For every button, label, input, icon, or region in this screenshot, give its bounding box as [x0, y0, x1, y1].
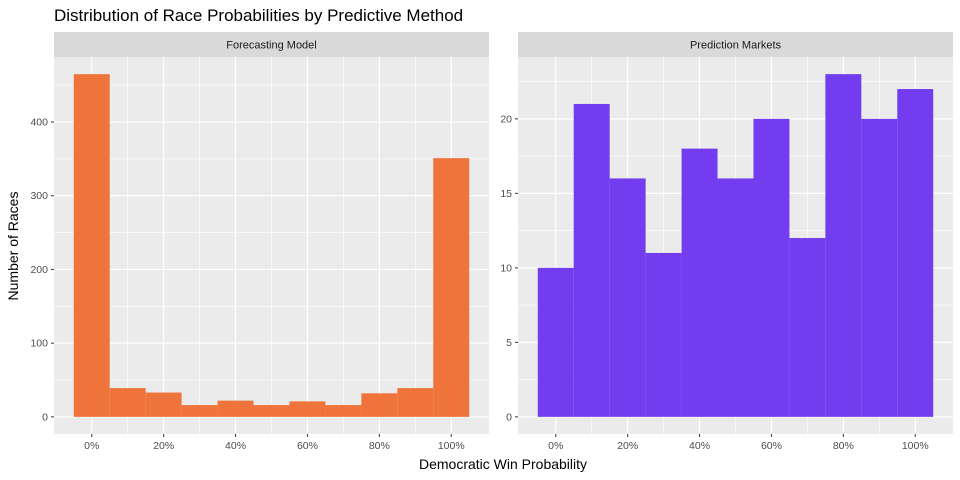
- histogram-bar: [573, 103, 610, 417]
- y-tick-label: 400: [30, 117, 48, 129]
- histogram-bar: [897, 89, 934, 417]
- x-tick-label: 80%: [369, 440, 390, 452]
- y-tick-label: 15: [500, 188, 512, 200]
- histogram-bar: [289, 401, 326, 417]
- x-axis-title: Democratic Win Probability: [419, 456, 587, 472]
- histogram-bar: [73, 74, 110, 417]
- histogram-bar: [861, 118, 898, 417]
- y-tick-label: 300: [30, 190, 48, 202]
- histogram-bar: [217, 400, 254, 417]
- x-tick-label: 0%: [548, 440, 563, 452]
- histogram-bar: [181, 405, 218, 417]
- x-tick-label: 0%: [84, 440, 99, 452]
- facet-panel-1: Forecasting Model 0 100 200 300 400 0% 20% 40% 60…: [30, 32, 489, 452]
- x-tick-label: 40%: [225, 440, 246, 452]
- histogram-bar: [825, 74, 862, 417]
- strip-background: [518, 32, 953, 57]
- histogram-bar: [789, 238, 826, 417]
- strip-background: [54, 32, 489, 57]
- x-tick-label: 80%: [833, 440, 854, 452]
- y-tick-label: 20: [500, 113, 512, 125]
- histogram-bar: [325, 405, 362, 417]
- histogram-bar: [753, 118, 790, 417]
- histogram-bar: [253, 405, 290, 417]
- histogram-bar: [537, 267, 574, 417]
- strip-label: Forecasting Model: [226, 40, 317, 52]
- x-tick-label: 40%: [689, 440, 710, 452]
- y-tick-label: 10: [500, 262, 512, 274]
- x-tick-label: 100%: [902, 440, 929, 452]
- y-axis-title: Number of Races: [5, 192, 21, 301]
- chart-title: Distribution of Race Probabilities by Pr…: [54, 6, 463, 25]
- histogram-bar: [645, 252, 682, 417]
- histogram-bar: [145, 392, 182, 417]
- y-tick-label: 200: [30, 264, 48, 276]
- histogram-bar: [681, 148, 718, 417]
- x-tick-label: 60%: [297, 440, 318, 452]
- histogram-bar: [109, 388, 146, 417]
- y-tick-label: 0: [506, 411, 512, 423]
- histogram-bar: [397, 388, 434, 417]
- x-tick-label: 100%: [438, 440, 465, 452]
- y-tick-label: 5: [506, 337, 512, 349]
- histogram-bar: [433, 158, 470, 417]
- facet-panel-2: Prediction Markets 0 5 10 15 20 0% 20% 40% 60% 80%…: [500, 32, 953, 452]
- x-tick-label: 60%: [761, 440, 782, 452]
- strip-label: Prediction Markets: [690, 40, 782, 52]
- histogram-bar: [717, 178, 754, 417]
- y-tick-label: 100: [30, 338, 48, 350]
- y-tick-label: 0: [42, 411, 48, 423]
- histogram-bar: [361, 393, 398, 417]
- x-tick-label: 20%: [617, 440, 638, 452]
- histogram-bar: [609, 178, 646, 417]
- x-tick-label: 20%: [153, 440, 174, 452]
